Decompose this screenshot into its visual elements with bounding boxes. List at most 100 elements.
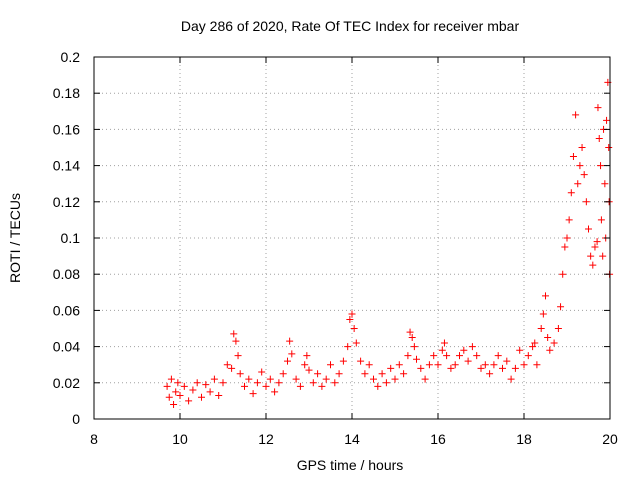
data-point bbox=[395, 361, 403, 369]
data-point bbox=[572, 111, 580, 119]
data-point bbox=[189, 386, 197, 394]
x-tick-label: 10 bbox=[172, 431, 188, 447]
data-point bbox=[284, 357, 291, 365]
data-point bbox=[447, 364, 455, 372]
data-point bbox=[234, 352, 242, 360]
x-tick-label: 12 bbox=[258, 431, 274, 447]
data-point bbox=[215, 391, 223, 399]
data-point bbox=[309, 379, 317, 387]
data-point bbox=[565, 216, 573, 224]
x-tick-label: 18 bbox=[516, 431, 532, 447]
data-point bbox=[559, 270, 567, 278]
data-point bbox=[193, 379, 201, 387]
x-tick-label: 14 bbox=[344, 431, 360, 447]
data-point bbox=[599, 252, 607, 260]
data-point bbox=[266, 375, 274, 383]
data-point bbox=[391, 375, 399, 383]
data-point bbox=[451, 361, 459, 369]
data-point bbox=[249, 390, 257, 398]
y-tick-label: 0.18 bbox=[53, 85, 80, 101]
data-point bbox=[443, 352, 451, 360]
data-point bbox=[170, 401, 178, 409]
data-point bbox=[434, 361, 442, 369]
data-point bbox=[361, 370, 369, 378]
data-point bbox=[322, 375, 330, 383]
data-point bbox=[574, 180, 582, 188]
data-point bbox=[503, 357, 511, 365]
data-point bbox=[241, 382, 248, 390]
data-point bbox=[589, 261, 597, 269]
data-point bbox=[511, 364, 519, 372]
data-point bbox=[561, 243, 569, 251]
y-tick-label: 0.02 bbox=[53, 375, 80, 391]
x-tick-label: 20 bbox=[602, 431, 618, 447]
y-tick-label: 0.12 bbox=[53, 194, 80, 210]
data-point bbox=[533, 361, 541, 369]
x-axis-tick-labels: 8 10 12 14 16 18 20 bbox=[90, 431, 618, 447]
x-tick-label: 8 bbox=[90, 431, 98, 447]
data-point bbox=[357, 357, 365, 365]
axis-ticks bbox=[93, 56, 611, 420]
data-point bbox=[425, 361, 433, 369]
data-point bbox=[318, 382, 326, 390]
data-point bbox=[593, 238, 601, 246]
data-point bbox=[172, 388, 180, 396]
data-point bbox=[585, 225, 592, 233]
data-point bbox=[595, 134, 603, 142]
y-tick-label: 0.16 bbox=[53, 121, 80, 137]
data-point bbox=[348, 310, 356, 318]
x-tick-label: 16 bbox=[430, 431, 446, 447]
data-point bbox=[279, 370, 287, 378]
data-point bbox=[587, 252, 595, 260]
data-point bbox=[481, 361, 489, 369]
data-point bbox=[529, 343, 537, 351]
data-point bbox=[292, 375, 300, 383]
data-point bbox=[477, 364, 485, 372]
data-point bbox=[163, 382, 171, 390]
data-point bbox=[271, 388, 279, 396]
data-point bbox=[303, 352, 311, 360]
data-point bbox=[258, 368, 266, 376]
data-point bbox=[382, 379, 390, 387]
data-point bbox=[370, 375, 377, 383]
data-point bbox=[236, 370, 244, 378]
data-point bbox=[286, 337, 294, 345]
data-point bbox=[569, 153, 577, 161]
data-point bbox=[350, 325, 358, 332]
data-point bbox=[597, 216, 605, 224]
data-point bbox=[554, 325, 562, 332]
data-point bbox=[542, 292, 549, 300]
data-point bbox=[180, 382, 188, 390]
data-point bbox=[185, 397, 193, 405]
data-point bbox=[539, 310, 547, 318]
data-point bbox=[605, 144, 613, 151]
data-point bbox=[331, 379, 339, 387]
data-point bbox=[346, 315, 354, 323]
data-point bbox=[210, 375, 218, 383]
data-point bbox=[516, 346, 524, 354]
data-point bbox=[473, 352, 481, 360]
data-point bbox=[567, 189, 575, 197]
data-point bbox=[490, 361, 498, 369]
y-tick-label: 0.1 bbox=[61, 230, 81, 246]
data-point bbox=[327, 361, 334, 369]
data-point bbox=[174, 379, 182, 387]
x-axis-label: GPS time / hours bbox=[297, 457, 404, 473]
data-point bbox=[219, 379, 227, 387]
data-point bbox=[230, 330, 238, 338]
y-tick-label: 0 bbox=[72, 411, 80, 427]
data-point bbox=[486, 370, 494, 378]
data-point bbox=[314, 370, 322, 378]
data-point bbox=[253, 379, 261, 387]
data-point bbox=[165, 393, 173, 401]
data-point bbox=[288, 350, 296, 358]
data-point bbox=[456, 352, 463, 360]
data-point bbox=[576, 162, 584, 170]
data-point bbox=[408, 334, 416, 342]
data-point bbox=[275, 379, 283, 387]
data-point bbox=[494, 352, 502, 360]
data-point bbox=[167, 375, 175, 383]
y-tick-label: 0.06 bbox=[53, 302, 80, 318]
data-point bbox=[245, 375, 253, 383]
